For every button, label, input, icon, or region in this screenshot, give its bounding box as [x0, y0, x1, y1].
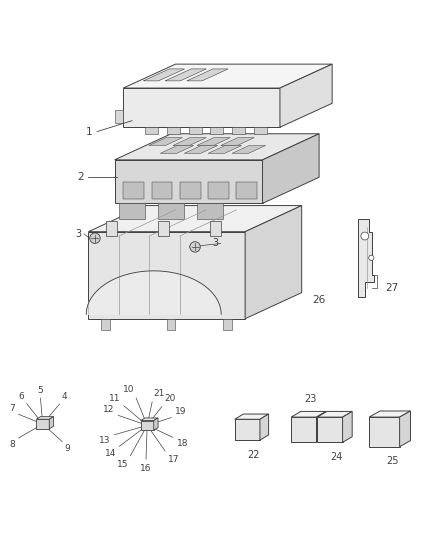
- Text: 4: 4: [62, 392, 67, 401]
- Polygon shape: [208, 182, 229, 199]
- Polygon shape: [235, 414, 268, 419]
- Polygon shape: [167, 319, 176, 329]
- Polygon shape: [197, 204, 223, 219]
- Text: 26: 26: [313, 295, 326, 305]
- Text: 3: 3: [76, 229, 82, 239]
- Polygon shape: [223, 319, 232, 329]
- Text: 8: 8: [10, 440, 16, 449]
- Text: 17: 17: [168, 455, 179, 464]
- Polygon shape: [260, 414, 268, 440]
- Text: 7: 7: [10, 404, 15, 413]
- Polygon shape: [115, 160, 262, 204]
- Polygon shape: [115, 110, 123, 123]
- Polygon shape: [86, 271, 221, 314]
- Polygon shape: [318, 417, 343, 442]
- Text: 27: 27: [385, 283, 399, 293]
- Text: 14: 14: [105, 449, 116, 458]
- Polygon shape: [232, 127, 245, 134]
- Text: 13: 13: [99, 436, 110, 445]
- Text: 20: 20: [165, 394, 176, 403]
- Polygon shape: [208, 146, 242, 154]
- Text: 1: 1: [86, 126, 93, 136]
- Polygon shape: [399, 411, 410, 447]
- Polygon shape: [123, 182, 144, 199]
- Polygon shape: [291, 417, 317, 442]
- Polygon shape: [123, 88, 280, 127]
- Text: 22: 22: [247, 450, 260, 460]
- Polygon shape: [36, 417, 53, 419]
- Text: 2: 2: [78, 172, 84, 182]
- Polygon shape: [141, 421, 154, 430]
- Polygon shape: [49, 417, 53, 429]
- Text: 23: 23: [304, 393, 316, 403]
- Polygon shape: [291, 411, 326, 417]
- Text: 24: 24: [330, 452, 343, 462]
- Polygon shape: [210, 127, 223, 134]
- Bar: [158, 221, 169, 236]
- Polygon shape: [123, 64, 332, 88]
- Polygon shape: [36, 419, 49, 429]
- Text: 16: 16: [140, 464, 152, 473]
- Polygon shape: [165, 69, 206, 81]
- Polygon shape: [119, 204, 145, 219]
- Text: 11: 11: [109, 394, 120, 403]
- Bar: [106, 221, 117, 236]
- Polygon shape: [158, 204, 184, 219]
- Polygon shape: [245, 206, 302, 319]
- Text: 6: 6: [19, 392, 25, 401]
- Polygon shape: [262, 134, 319, 204]
- Text: 21: 21: [153, 389, 164, 398]
- Polygon shape: [317, 411, 326, 442]
- Polygon shape: [358, 219, 374, 297]
- Text: 19: 19: [175, 407, 187, 416]
- Polygon shape: [143, 69, 185, 81]
- Polygon shape: [235, 419, 260, 440]
- Polygon shape: [160, 146, 194, 154]
- Polygon shape: [343, 411, 352, 442]
- Polygon shape: [318, 411, 352, 417]
- Polygon shape: [254, 127, 267, 134]
- Polygon shape: [369, 411, 410, 417]
- Polygon shape: [187, 69, 228, 81]
- Circle shape: [369, 255, 374, 261]
- Text: 15: 15: [117, 459, 128, 469]
- Polygon shape: [88, 232, 245, 319]
- Polygon shape: [115, 134, 319, 160]
- Polygon shape: [197, 138, 230, 146]
- Polygon shape: [102, 319, 110, 329]
- Polygon shape: [154, 418, 158, 430]
- Circle shape: [361, 232, 369, 240]
- Text: 25: 25: [386, 456, 398, 466]
- Circle shape: [90, 233, 100, 244]
- Polygon shape: [173, 138, 206, 146]
- Polygon shape: [184, 146, 218, 154]
- Text: 5: 5: [37, 385, 43, 394]
- Polygon shape: [188, 127, 201, 134]
- Text: 9: 9: [65, 444, 71, 453]
- Text: 3: 3: [212, 238, 219, 248]
- Bar: [210, 221, 221, 236]
- Polygon shape: [88, 206, 302, 232]
- Polygon shape: [145, 127, 158, 134]
- Polygon shape: [167, 127, 180, 134]
- Text: 12: 12: [103, 405, 114, 414]
- Polygon shape: [280, 64, 332, 127]
- Polygon shape: [152, 182, 173, 199]
- Circle shape: [190, 241, 200, 252]
- Polygon shape: [369, 417, 399, 447]
- Polygon shape: [149, 138, 183, 146]
- Polygon shape: [180, 182, 201, 199]
- Polygon shape: [221, 138, 254, 146]
- Text: 10: 10: [123, 385, 134, 394]
- Polygon shape: [232, 146, 265, 154]
- Text: 18: 18: [177, 439, 188, 448]
- Polygon shape: [237, 182, 257, 199]
- Polygon shape: [141, 418, 158, 421]
